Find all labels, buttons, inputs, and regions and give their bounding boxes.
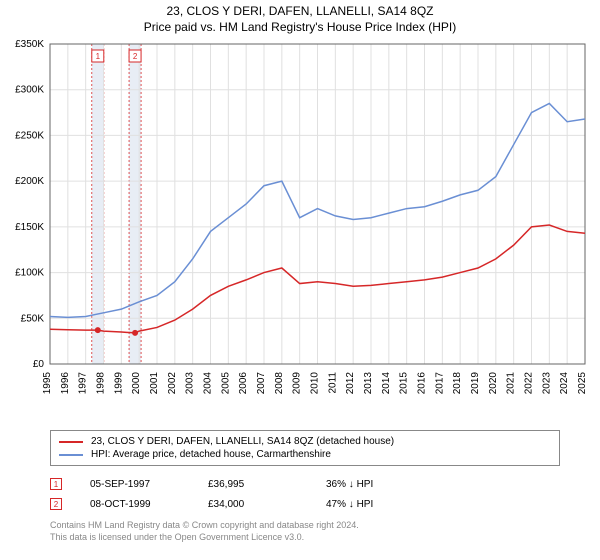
svg-text:2016: 2016 xyxy=(417,372,428,395)
chart-titles: 23, CLOS Y DERI, DAFEN, LLANELLI, SA14 8… xyxy=(0,0,600,34)
svg-text:2005: 2005 xyxy=(220,372,231,395)
title-subtitle: Price paid vs. HM Land Registry's House … xyxy=(0,20,600,34)
legend-row: HPI: Average price, detached house, Carm… xyxy=(59,448,551,461)
svg-text:2020: 2020 xyxy=(488,372,499,395)
table-row: 2 08-OCT-1999 £34,000 47% ↓ HPI xyxy=(50,494,560,514)
svg-text:2018: 2018 xyxy=(452,372,463,395)
svg-text:2013: 2013 xyxy=(363,372,374,395)
transaction-pct: 47% ↓ HPI xyxy=(326,499,416,510)
svg-text:£250K: £250K xyxy=(15,130,44,141)
transactions-table: 1 05-SEP-1997 £36,995 36% ↓ HPI 2 08-OCT… xyxy=(50,474,560,514)
svg-text:£100K: £100K xyxy=(15,268,44,279)
svg-text:£350K: £350K xyxy=(15,39,44,50)
transaction-price: £36,995 xyxy=(208,479,298,490)
svg-text:2022: 2022 xyxy=(524,372,535,395)
svg-text:2002: 2002 xyxy=(167,372,178,395)
svg-text:1998: 1998 xyxy=(96,372,107,395)
svg-text:2008: 2008 xyxy=(274,372,285,395)
svg-text:1996: 1996 xyxy=(60,372,71,395)
svg-text:£300K: £300K xyxy=(15,85,44,96)
transaction-date: 08-OCT-1999 xyxy=(90,499,180,510)
transaction-price: £34,000 xyxy=(208,499,298,510)
svg-text:2023: 2023 xyxy=(541,372,552,395)
svg-text:2021: 2021 xyxy=(506,372,517,395)
svg-text:2000: 2000 xyxy=(131,372,142,395)
legend-label-1: 23, CLOS Y DERI, DAFEN, LLANELLI, SA14 8… xyxy=(91,436,394,447)
svg-text:2006: 2006 xyxy=(238,372,249,395)
svg-text:2025: 2025 xyxy=(577,372,588,395)
title-address: 23, CLOS Y DERI, DAFEN, LLANELLI, SA14 8… xyxy=(0,4,600,18)
svg-text:2003: 2003 xyxy=(185,372,196,395)
transaction-marker: 1 xyxy=(50,478,62,490)
svg-text:£200K: £200K xyxy=(15,176,44,187)
svg-text:2011: 2011 xyxy=(327,372,338,394)
svg-text:2009: 2009 xyxy=(292,372,303,395)
legend-swatch-2 xyxy=(59,454,83,456)
svg-text:1: 1 xyxy=(96,52,101,61)
footer-line2: This data is licensed under the Open Gov… xyxy=(50,532,560,544)
legend-swatch-1 xyxy=(59,441,83,443)
legend-label-2: HPI: Average price, detached house, Carm… xyxy=(91,449,331,460)
table-row: 1 05-SEP-1997 £36,995 36% ↓ HPI xyxy=(50,474,560,494)
svg-text:2: 2 xyxy=(133,52,138,61)
svg-text:2007: 2007 xyxy=(256,372,267,395)
svg-text:2004: 2004 xyxy=(203,372,214,395)
svg-text:2015: 2015 xyxy=(399,372,410,395)
legend-box: 23, CLOS Y DERI, DAFEN, LLANELLI, SA14 8… xyxy=(50,430,560,466)
svg-text:2001: 2001 xyxy=(149,372,160,395)
transaction-date: 05-SEP-1997 xyxy=(90,479,180,490)
transaction-pct: 36% ↓ HPI xyxy=(326,479,416,490)
svg-text:2012: 2012 xyxy=(345,372,356,395)
svg-text:1997: 1997 xyxy=(78,372,89,395)
svg-text:2010: 2010 xyxy=(310,372,321,395)
svg-text:£0: £0 xyxy=(33,359,45,370)
svg-text:1995: 1995 xyxy=(42,372,53,395)
svg-text:2017: 2017 xyxy=(434,372,445,395)
chart-area: £0 £50K £100K £150K £200K £250K £300K £350K 1995… xyxy=(0,34,600,424)
svg-text:2024: 2024 xyxy=(559,372,570,395)
svg-text:£50K: £50K xyxy=(21,313,45,324)
legend-row: 23, CLOS Y DERI, DAFEN, LLANELLI, SA14 8… xyxy=(59,435,551,448)
svg-text:2014: 2014 xyxy=(381,372,392,395)
footer-attribution: Contains HM Land Registry data © Crown c… xyxy=(50,520,560,543)
svg-text:£150K: £150K xyxy=(15,222,44,233)
footer-line1: Contains HM Land Registry data © Crown c… xyxy=(50,520,560,532)
transaction-marker: 2 xyxy=(50,498,62,510)
svg-text:2019: 2019 xyxy=(470,372,481,395)
svg-text:1999: 1999 xyxy=(113,372,124,395)
chart-svg: £0 £50K £100K £150K £200K £250K £300K £350K 1995… xyxy=(0,34,600,424)
